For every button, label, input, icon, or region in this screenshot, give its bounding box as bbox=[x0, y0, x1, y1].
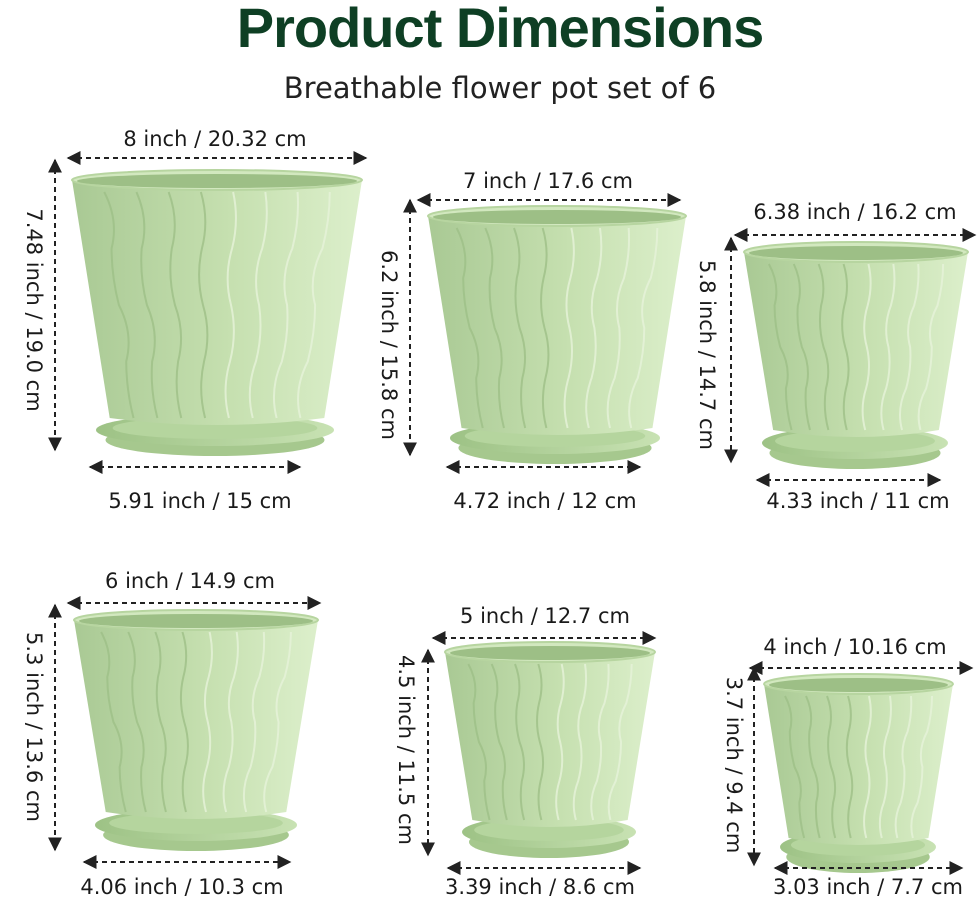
saucer-inner bbox=[775, 430, 935, 452]
pot-rib bbox=[248, 191, 268, 419]
pot bbox=[71, 169, 363, 456]
pot-body bbox=[72, 180, 362, 425]
pot-rib bbox=[222, 631, 239, 813]
pot-rib bbox=[490, 663, 508, 821]
bottom-label: 3.03 inch / 7.7 cm bbox=[773, 875, 963, 899]
height-label: 5.3 inch / 13.6 cm bbox=[22, 632, 46, 822]
pot-opening bbox=[433, 210, 681, 224]
pot-rib bbox=[910, 695, 933, 839]
pot-rib bbox=[917, 263, 945, 431]
pot bbox=[444, 641, 656, 858]
pot-rib bbox=[467, 663, 491, 821]
pot-rib bbox=[590, 663, 610, 821]
pot-rib bbox=[536, 663, 545, 821]
subtitle: Breathable flower pot set of 6 bbox=[284, 71, 716, 105]
pot-body bbox=[445, 652, 655, 827]
bottom-label: 4.06 inch / 10.3 cm bbox=[80, 875, 283, 899]
pot-opening bbox=[769, 678, 948, 692]
height-label: 7.48 inch / 19.0 cm bbox=[22, 208, 46, 411]
pot-rib bbox=[880, 263, 896, 431]
height-label: 5.8 inch / 14.7 cm bbox=[695, 260, 719, 450]
pot-rib bbox=[792, 263, 811, 431]
pot-body bbox=[74, 620, 318, 819]
pot-rib bbox=[784, 695, 806, 839]
pot-rib bbox=[894, 695, 913, 839]
pot-rib bbox=[198, 191, 209, 419]
pot-opening bbox=[79, 614, 313, 628]
pot-rib bbox=[540, 227, 550, 429]
pot-rib bbox=[135, 191, 159, 419]
pot-opening bbox=[749, 246, 963, 260]
bottom-label: 4.33 inch / 11 cm bbox=[766, 489, 949, 513]
pot-rib bbox=[455, 227, 484, 429]
pot-rib bbox=[167, 191, 183, 419]
pot-rib bbox=[242, 631, 266, 813]
pot-rib bbox=[628, 227, 659, 429]
pot-rib bbox=[179, 631, 189, 813]
pot-rib bbox=[826, 695, 837, 839]
top-label: 8 inch / 20.32 cm bbox=[123, 127, 306, 151]
pot-rib bbox=[768, 263, 793, 431]
top-label: 6.38 inch / 16.2 cm bbox=[753, 200, 956, 224]
pot-rib bbox=[484, 227, 505, 429]
top-label: 6 inch / 14.9 cm bbox=[105, 569, 275, 593]
pot-rib bbox=[607, 663, 633, 821]
pot-rib bbox=[563, 227, 575, 429]
pot-rib bbox=[514, 663, 526, 821]
pot-rib bbox=[878, 695, 892, 839]
bottom-label: 3.39 inch / 8.6 cm bbox=[445, 875, 635, 899]
pot-rib bbox=[154, 631, 167, 813]
saucer-inner bbox=[109, 812, 283, 834]
pot-rib bbox=[841, 263, 850, 431]
bottom-label: 5.91 inch / 15 cm bbox=[108, 489, 291, 513]
pot bbox=[743, 241, 969, 469]
pot-rib bbox=[272, 191, 299, 419]
pot-rib bbox=[805, 695, 821, 839]
pot-rib bbox=[100, 631, 127, 813]
pot-rib bbox=[585, 227, 603, 429]
pot bbox=[427, 205, 687, 464]
pot bbox=[73, 609, 319, 851]
pot-rib bbox=[127, 631, 147, 813]
height-label: 3.7 inch / 9.4 cm bbox=[722, 677, 746, 854]
pot-rib bbox=[513, 227, 527, 429]
pot-rib bbox=[103, 191, 135, 419]
pot bbox=[763, 673, 954, 873]
top-label: 4 inch / 10.16 cm bbox=[763, 635, 946, 659]
pot-rib bbox=[817, 263, 830, 431]
pot-rib bbox=[863, 695, 872, 839]
title: Product Dimensions bbox=[237, 0, 764, 59]
height-label: 4.5 inch / 11.5 cm bbox=[394, 655, 418, 845]
pot-opening bbox=[77, 174, 357, 188]
pot-rib bbox=[898, 263, 920, 431]
top-label: 5 inch / 12.7 cm bbox=[460, 604, 630, 628]
pot-body bbox=[428, 216, 686, 435]
pot-opening bbox=[450, 646, 650, 660]
pot-body bbox=[764, 684, 953, 845]
pot-rib bbox=[555, 663, 565, 821]
pot-rib bbox=[224, 191, 237, 419]
pot-rib bbox=[202, 631, 213, 813]
pot-rib bbox=[606, 227, 631, 429]
pot-rib bbox=[297, 191, 331, 419]
pot-body bbox=[744, 252, 968, 437]
pot-rib bbox=[861, 263, 872, 431]
bottom-label: 4.72 inch / 12 cm bbox=[453, 489, 636, 513]
top-label: 7 inch / 17.6 cm bbox=[463, 169, 633, 193]
pot-rib bbox=[572, 663, 588, 821]
pot-rib bbox=[845, 695, 854, 839]
pot-rib bbox=[263, 631, 292, 813]
height-label: 6.2 inch / 15.8 cm bbox=[377, 250, 401, 440]
